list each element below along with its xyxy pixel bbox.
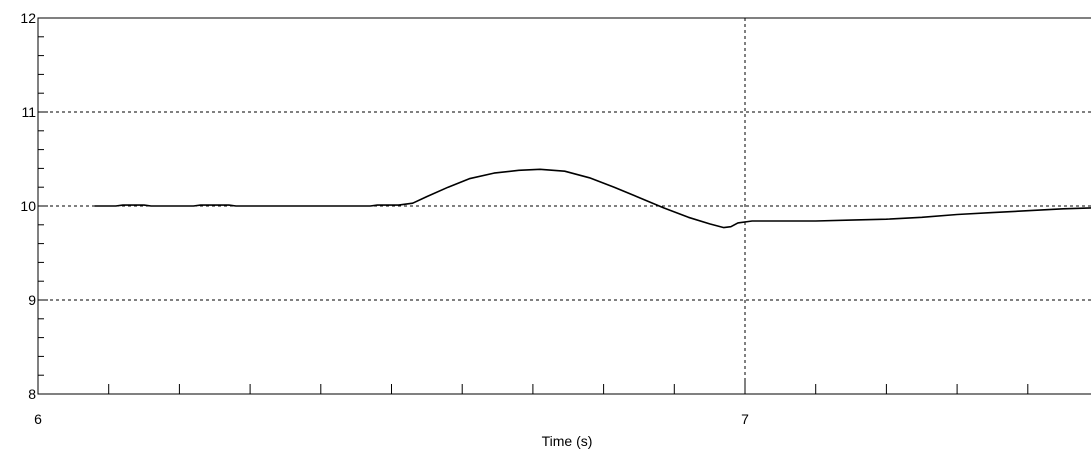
label-layer: 8 9 10 11 12 6 7 <box>20 10 749 427</box>
x-axis-title: Time (s) <box>542 433 593 449</box>
y-tick-label: 12 <box>20 10 36 26</box>
y-tick-label: 9 <box>28 292 36 308</box>
y-tick-label: 10 <box>20 198 36 214</box>
series-line-1 <box>94 168 1091 229</box>
grid-layer <box>38 18 1091 394</box>
y-tick-label: 11 <box>21 104 36 120</box>
y-tick-label: 8 <box>28 386 36 402</box>
plot-frame <box>37 17 1091 395</box>
x-tick-label: 7 <box>741 411 749 427</box>
x-tick-label: 6 <box>34 411 42 427</box>
